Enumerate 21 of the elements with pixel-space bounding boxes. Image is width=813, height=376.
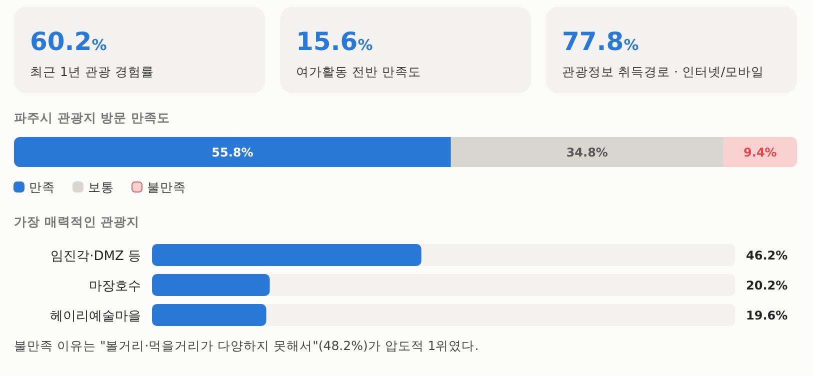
- text: 60.2%: [30, 27, 107, 56]
- data-label: 34.8%: [566, 146, 608, 160]
- text: 77.8%: [562, 27, 639, 56]
- legend-label: 만족: [29, 180, 55, 194]
- y-tick-label: 헤이리예술마을: [50, 309, 141, 324]
- legend-label: 보통: [88, 180, 114, 194]
- data-label: 19.6%: [746, 308, 788, 322]
- text: 여가활동 전반 만족도: [296, 64, 421, 79]
- text: 관광정보 취득경로 · 인터넷/모바일: [562, 64, 764, 79]
- text: 불만족 이유는 "볼거리·먹을거리가 다양하지 못해서"(48.2%)가 압도적 1위였다.: [14, 338, 479, 353]
- data-label: 9.4%: [744, 146, 777, 160]
- text: 최근 1년 관광 경험률: [30, 64, 154, 79]
- text: 15.6%: [296, 27, 373, 56]
- y-tick-label: 마장호수: [89, 279, 141, 294]
- data-label: 46.2%: [746, 248, 788, 262]
- y-tick-label: 임진각·DMZ 등: [50, 249, 141, 264]
- legend-label: 불만족: [147, 180, 186, 194]
- chart-title: 파주시 관광지 방문 만족도: [14, 110, 170, 125]
- data-label: 20.2%: [746, 278, 788, 292]
- data-label: 55.8%: [212, 146, 254, 160]
- chart-title: 가장 매력적인 관광지: [14, 214, 140, 229]
